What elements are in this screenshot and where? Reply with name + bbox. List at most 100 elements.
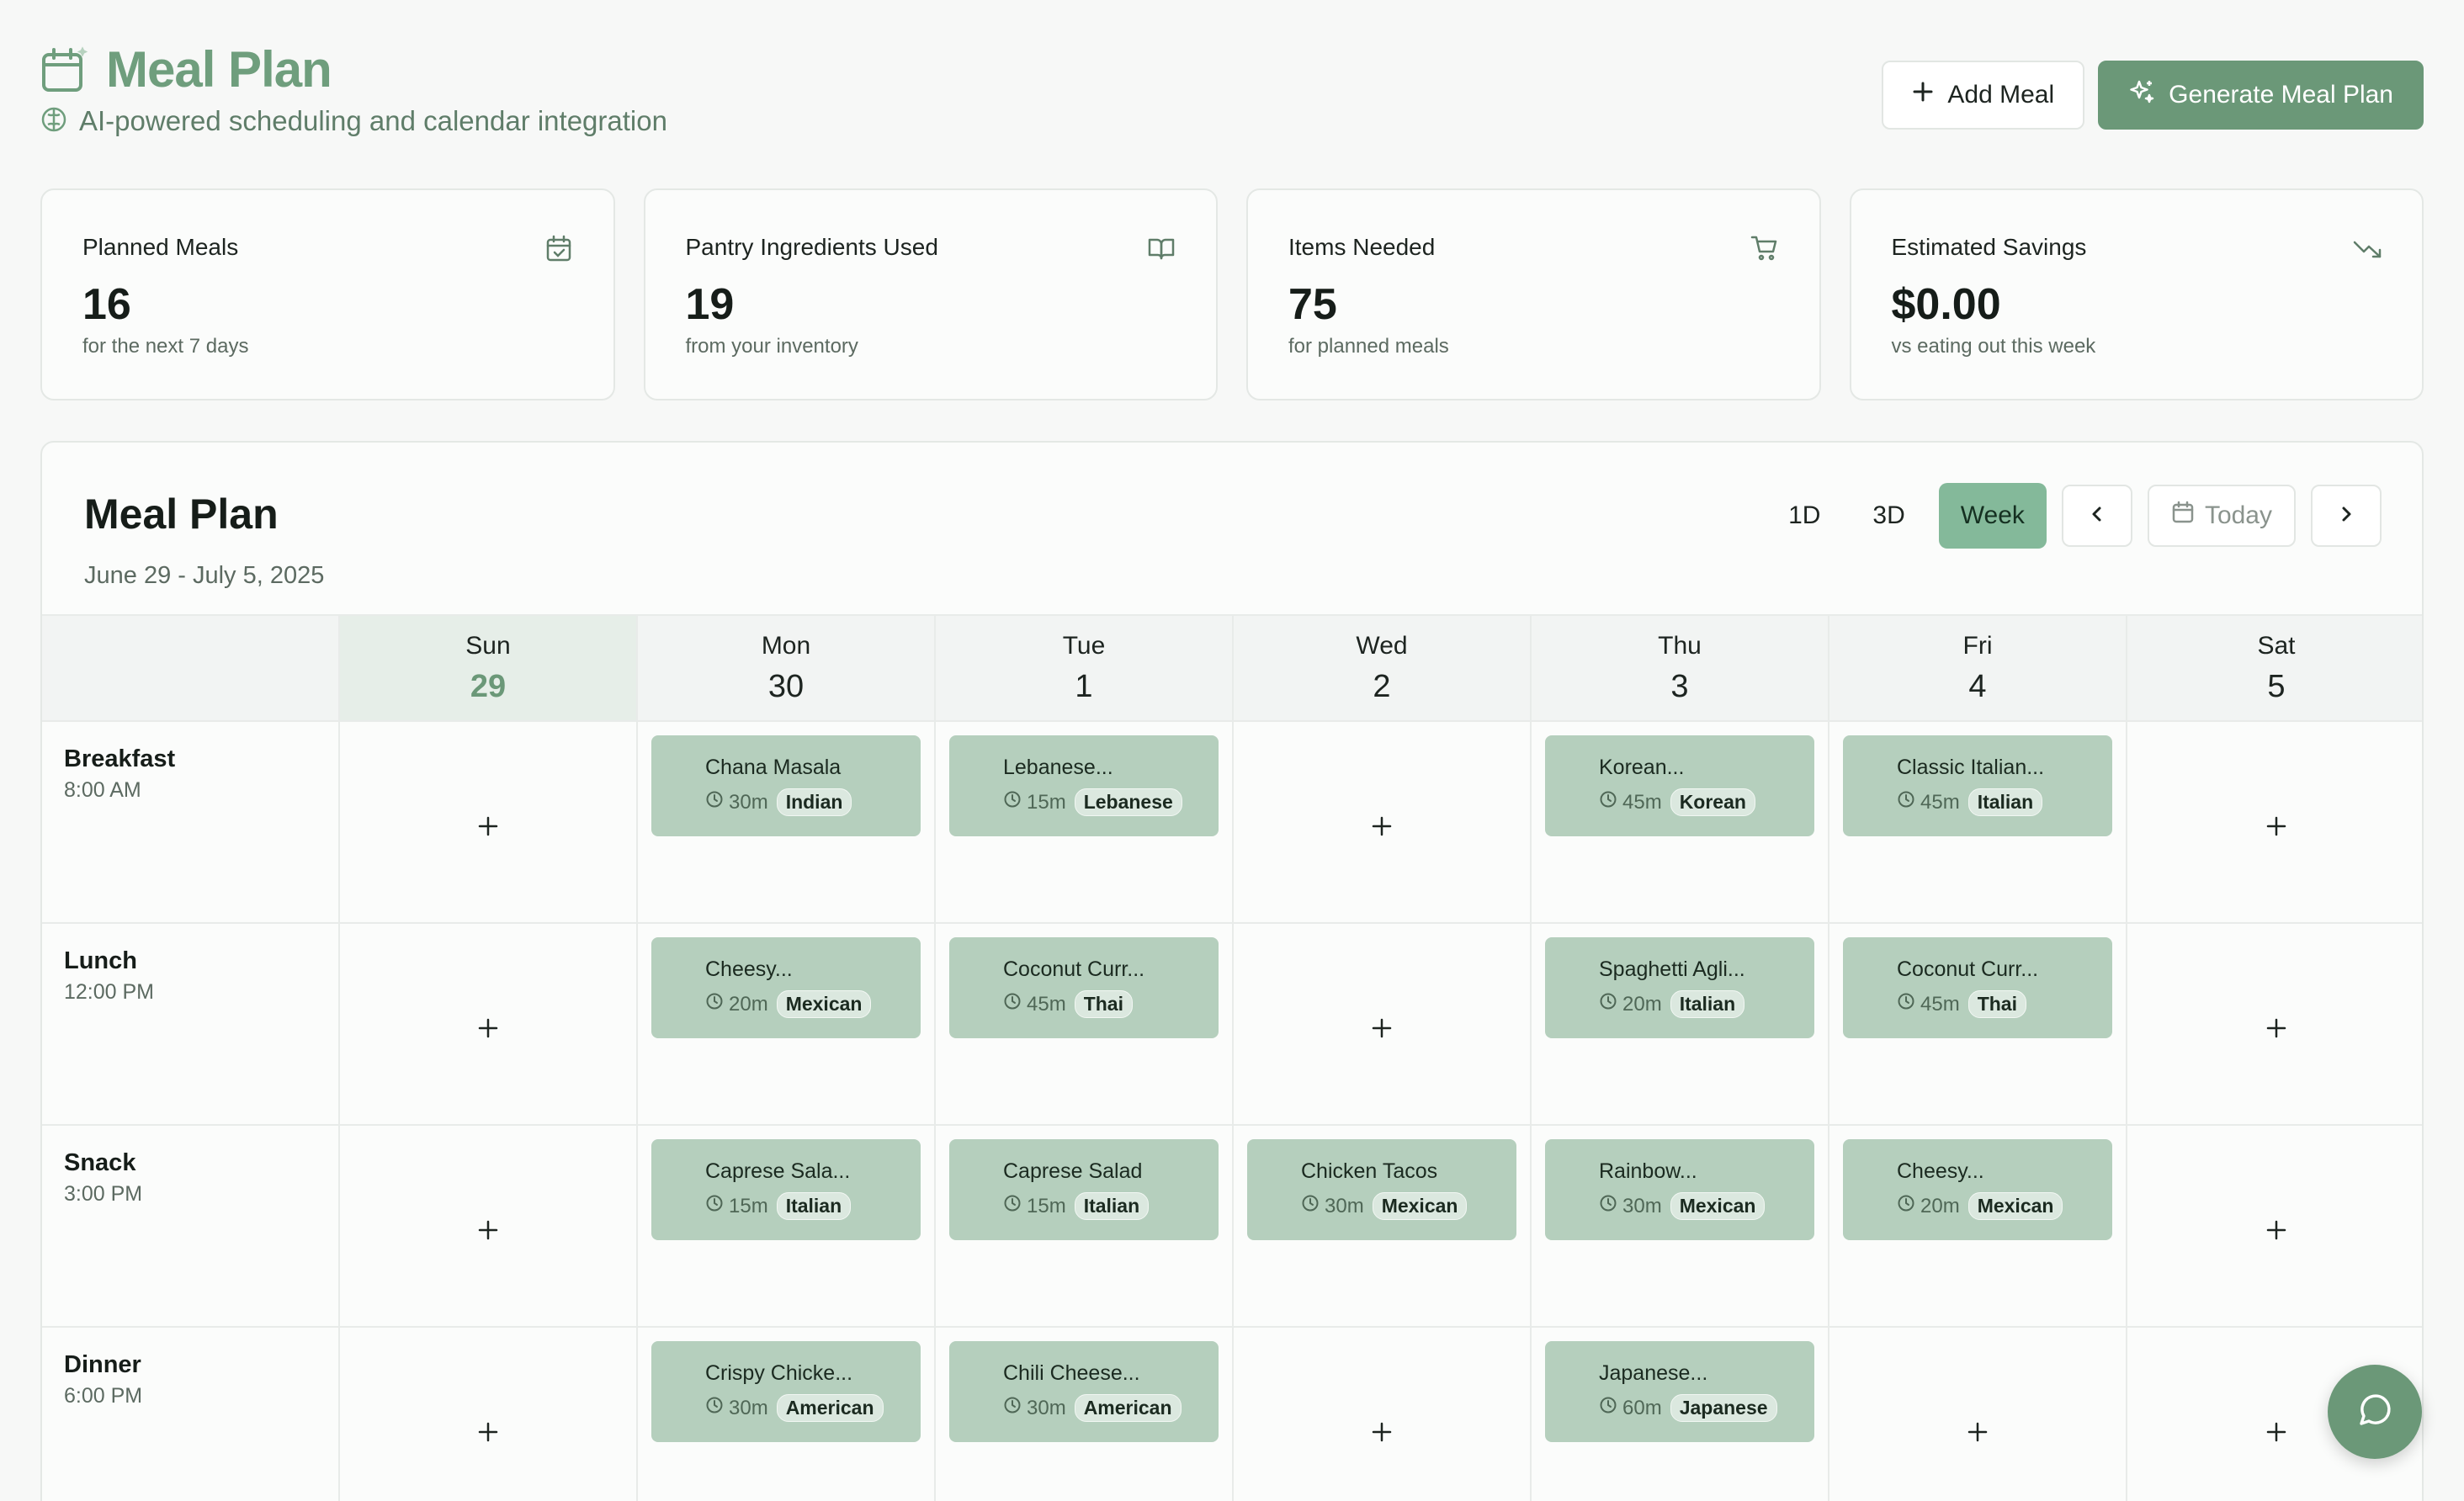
plus-icon [1912,81,1934,109]
add-meal-slot-button[interactable] [340,1408,636,1459]
cuisine-badge: American [1074,1394,1182,1422]
add-meal-slot-button[interactable] [2127,1408,2422,1459]
calendar-cell: Coconut Curr... 45m Thai [936,924,1234,1124]
next-week-button[interactable] [2311,485,2382,547]
meal-name: Chana Masala [705,756,842,779]
calendar-cell [2127,722,2422,922]
meal-card[interactable]: Classic Italian... 45m Italian [1843,735,2112,836]
add-meal-slot-button[interactable] [2127,803,2422,853]
add-meal-label: Add Meal [1947,81,2055,109]
meal-time: 20m [1897,1194,1960,1218]
meal-card[interactable]: Chili Cheese... 30m American [949,1341,1219,1442]
plus-icon [1371,1017,1393,1043]
meal-name: Classic Italian... [1897,756,2045,779]
add-meal-slot-button[interactable] [2127,1207,2422,1257]
add-meal-slot-button[interactable] [340,803,636,853]
meal-card[interactable]: Coconut Curr... 45m Thai [1843,937,2112,1038]
meal-time: 45m [1003,992,1066,1016]
meal-card[interactable]: Caprese Salad 15m Italian [949,1139,1219,1240]
sparkles-icon [2128,78,2155,112]
stat-value: 16 [82,280,131,329]
add-meal-slot-button[interactable] [1234,1005,1530,1055]
slot-name: Snack [64,1149,136,1176]
meal-card[interactable]: Rainbow... 30m Mexican [1545,1139,1814,1240]
slot-label: Breakfast 8:00 AM [42,722,340,922]
view-week-button[interactable]: Week [1938,483,2047,549]
stats-row: Planned Meals 16 for the next 7 days Pan… [40,188,2424,400]
meal-time: 60m [1599,1396,1662,1420]
add-meal-button[interactable]: Add Meal [1882,61,2085,130]
calendar-cell: Chili Cheese... 30m American [936,1328,1234,1501]
meal-name: Korean... [1599,756,1685,779]
today-button[interactable]: Today [2147,485,2296,547]
meal-name: Japanese... [1599,1361,1708,1385]
meal-card[interactable]: Caprese Sala... 15m Italian [651,1139,921,1240]
calendar-cell: Spaghetti Agli... 20m Italian [1532,924,1829,1124]
generate-meal-plan-label: Generate Meal Plan [2169,81,2393,109]
generate-meal-plan-button[interactable]: Generate Meal Plan [2098,61,2424,130]
plus-icon [2265,1421,2287,1447]
meal-card[interactable]: Spaghetti Agli... 20m Italian [1545,937,1814,1038]
cuisine-badge: Mexican [776,990,872,1018]
day-header-thu: Thu 3 [1532,616,1829,720]
calendar-cell: Coconut Curr... 45m Thai [1829,924,2127,1124]
meal-duration: 30m [1622,1194,1662,1217]
add-meal-slot-button[interactable] [1829,1408,2126,1459]
calendar-cell: Cheesy... 20m Mexican [638,924,936,1124]
add-meal-slot-button[interactable] [2127,1005,2422,1055]
clock-icon [1897,790,1915,814]
clock-icon [1301,1194,1320,1218]
meal-name: Crispy Chicke... [705,1361,853,1385]
meal-card[interactable]: Lebanese... 15m Lebanese [949,735,1219,836]
meal-meta: 30m Mexican [1301,1192,1516,1220]
previous-week-button[interactable] [2061,485,2132,547]
cuisine-badge: American [776,1394,884,1422]
meal-duration: 20m [1622,992,1662,1016]
view-3d-button[interactable]: 3D [1872,501,1905,529]
calendar-grid: Sun 29 Mon 30 Tue 1 Wed 2 Thu 3 Fri 4 Sat 5 Breakfast… [42,614,2422,1501]
meal-meta: 15m Italian [1003,1192,1219,1220]
meal-card[interactable]: Chana Masala 30m Indian [651,735,921,836]
slot-time: 8:00 AM [64,778,141,802]
add-meal-slot-button[interactable] [1234,1408,1530,1459]
cuisine-badge: Lebanese [1074,788,1182,816]
meal-card[interactable]: Crispy Chicke... 30m American [651,1341,921,1442]
meal-card[interactable]: Coconut Curr... 45m Thai [949,937,1219,1038]
meal-duration: 45m [1027,992,1066,1016]
day-name: Mon [761,631,811,660]
trending-down-icon [2353,234,2382,263]
chat-button[interactable] [2328,1365,2422,1459]
meal-name: Rainbow... [1599,1159,1697,1183]
meal-name: Chili Cheese... [1003,1361,1140,1385]
meal-card[interactable]: Japanese... 60m Japanese [1545,1341,1814,1442]
meal-meta: 45m Thai [1003,990,1219,1018]
add-meal-slot-button[interactable] [340,1005,636,1055]
day-header-sat: Sat 5 [2127,616,2422,720]
meal-card[interactable]: Cheesy... 20m Mexican [1843,1139,2112,1240]
stat-value: $0.00 [1891,280,2001,329]
meal-duration: 15m [729,1194,768,1217]
clock-icon [1599,1194,1617,1218]
meal-time: 45m [1897,992,1960,1016]
chevron-left-icon [2087,504,2107,528]
meal-name: Cheesy... [1897,1159,1984,1183]
meal-card[interactable]: Cheesy... 20m Mexican [651,937,921,1038]
meal-card[interactable]: Korean... 45m Korean [1545,735,1814,836]
meal-meta: 15m Lebanese [1003,788,1219,816]
meal-meta: 30m Mexican [1599,1192,1814,1220]
add-meal-slot-button[interactable] [1234,803,1530,853]
view-1d-button[interactable]: 1D [1788,501,1821,529]
meal-row-dinner: Dinner 6:00 PM Crispy Chicke... 30m American… [42,1328,2422,1501]
stat-label: Estimated Savings [1891,234,2087,260]
meal-name: Cheesy... [705,957,793,981]
calendar-check-icon [544,234,573,263]
cuisine-badge: Thai [1967,990,2026,1018]
stat-card-estimated-savings: Estimated Savings $0.00 vs eating out th… [1849,188,2424,400]
calendar-cell: Chicken Tacos 30m Mexican [1234,1126,1532,1326]
meal-card[interactable]: Chicken Tacos 30m Mexican [1247,1139,1516,1240]
clock-icon [705,992,724,1016]
add-meal-slot-button[interactable] [340,1207,636,1257]
plus-icon [2265,1219,2287,1245]
calendar-cell [340,1126,638,1326]
clock-icon [1599,992,1617,1016]
